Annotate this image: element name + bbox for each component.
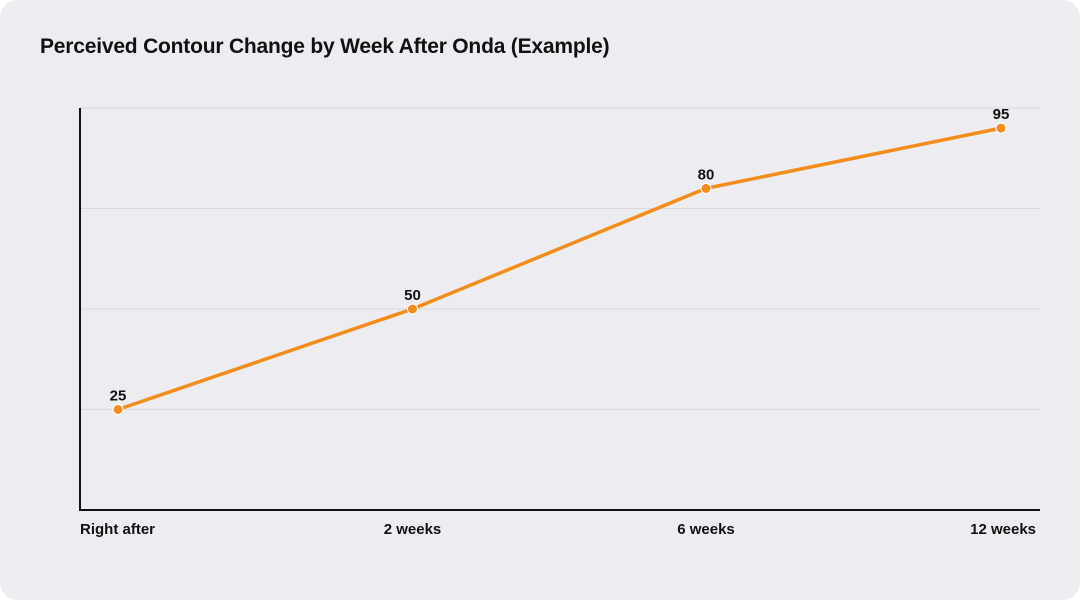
data-label: 50 [404,287,421,304]
data-label: 95 [993,106,1010,123]
x-tick-labels: Right after 2 weeks 6 weeks 12 weeks [80,521,1036,538]
data-label: 25 [110,388,127,405]
data-point [995,122,1007,134]
x-tick-label: 12 weeks [970,521,1036,538]
x-tick-label: 2 weeks [384,521,442,538]
data-labels: 25 50 80 95 [110,106,1010,404]
series-line [116,126,1003,412]
x-tick-label: Right after [80,521,155,538]
x-tick-label: 6 weeks [677,521,735,538]
data-label: 80 [698,166,715,183]
grid-lines [80,107,1040,410]
data-points [112,122,1007,415]
data-point [700,182,712,194]
axes [79,108,1040,511]
data-point [406,303,418,315]
chart-title: Perceived Contour Change by Week After O… [40,35,610,58]
data-point [112,404,124,415]
